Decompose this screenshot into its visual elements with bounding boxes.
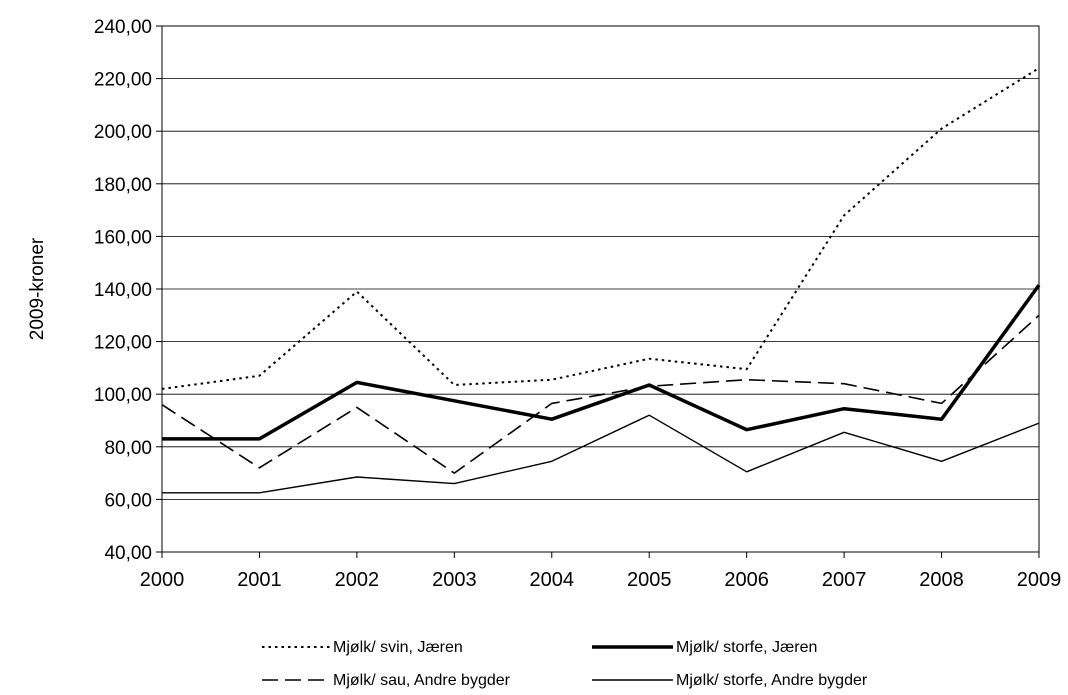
y-tick-label: 240,00 xyxy=(94,17,152,38)
x-tick-label: 2001 xyxy=(237,569,282,591)
legend-label-1: Mjølk/ svin, Jæren xyxy=(333,639,463,656)
x-tick-label: 2006 xyxy=(724,569,769,591)
legend: Mjølk/ svin, Jæren Mjølk/ storfe, Jæren Mj… xyxy=(262,639,868,689)
y-tick-label: 200,00 xyxy=(94,122,152,143)
series-line-1 xyxy=(161,67,1040,390)
legend-label-2: Mjølk/ storfe, Jæren xyxy=(676,639,817,656)
series-lines xyxy=(161,67,1041,494)
y-tick-label: 120,00 xyxy=(94,333,152,354)
series-line-3 xyxy=(161,314,1040,474)
y-tick-label: 180,00 xyxy=(94,175,152,196)
y-axis-title: 2009-kroner xyxy=(27,237,48,340)
y-tick-label: 160,00 xyxy=(94,227,152,248)
x-tick-label: 2004 xyxy=(530,569,575,591)
y-axis-ticks: 40,00 60,00 80,00 100,00 120,00 140,00 160,00 1… xyxy=(94,17,162,564)
x-tick-label: 2005 xyxy=(627,569,672,591)
x-tick-label: 2003 xyxy=(432,569,477,591)
x-tick-label: 2002 xyxy=(335,569,380,591)
y-tick-label: 80,00 xyxy=(104,438,152,459)
gridlines xyxy=(162,78,1039,500)
x-tick-label: 2000 xyxy=(140,569,185,591)
series-line-2 xyxy=(162,284,1041,441)
y-tick-label: 40,00 xyxy=(104,543,152,564)
x-tick-label: 2008 xyxy=(919,569,964,591)
y-tick-label: 100,00 xyxy=(94,385,152,406)
x-tick-label: 2009 xyxy=(1017,569,1062,591)
legend-label-3: Mjølk/ sau, Andre bygder xyxy=(333,672,511,689)
y-tick-label: 220,00 xyxy=(94,70,152,91)
x-tick-label: 2007 xyxy=(822,569,867,591)
series-line-4 xyxy=(162,414,1040,494)
legend-label-4: Mjølk/ storfe, Andre bygder xyxy=(676,672,868,689)
y-tick-label: 140,00 xyxy=(94,280,152,301)
x-axis-ticks: 2000 2001 2002 2003 2004 2005 2006 2007 2008 2009 xyxy=(140,552,1062,591)
y-tick-label: 60,00 xyxy=(104,490,152,511)
